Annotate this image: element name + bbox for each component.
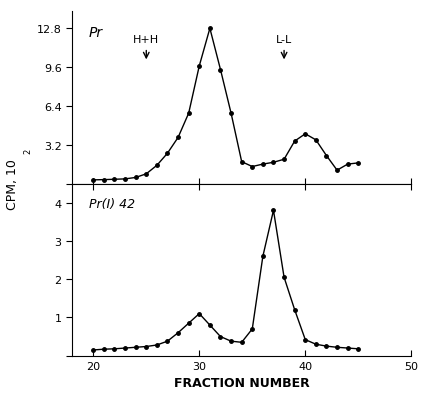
X-axis label: FRACTION NUMBER: FRACTION NUMBER — [174, 376, 310, 389]
Text: Pr: Pr — [89, 26, 103, 40]
Text: 2: 2 — [23, 149, 32, 154]
Text: CPM, 10: CPM, 10 — [6, 159, 19, 209]
Text: H+H: H+H — [133, 35, 159, 45]
Text: Pr(I) 42: Pr(I) 42 — [89, 198, 135, 211]
Text: L-L: L-L — [276, 35, 292, 45]
